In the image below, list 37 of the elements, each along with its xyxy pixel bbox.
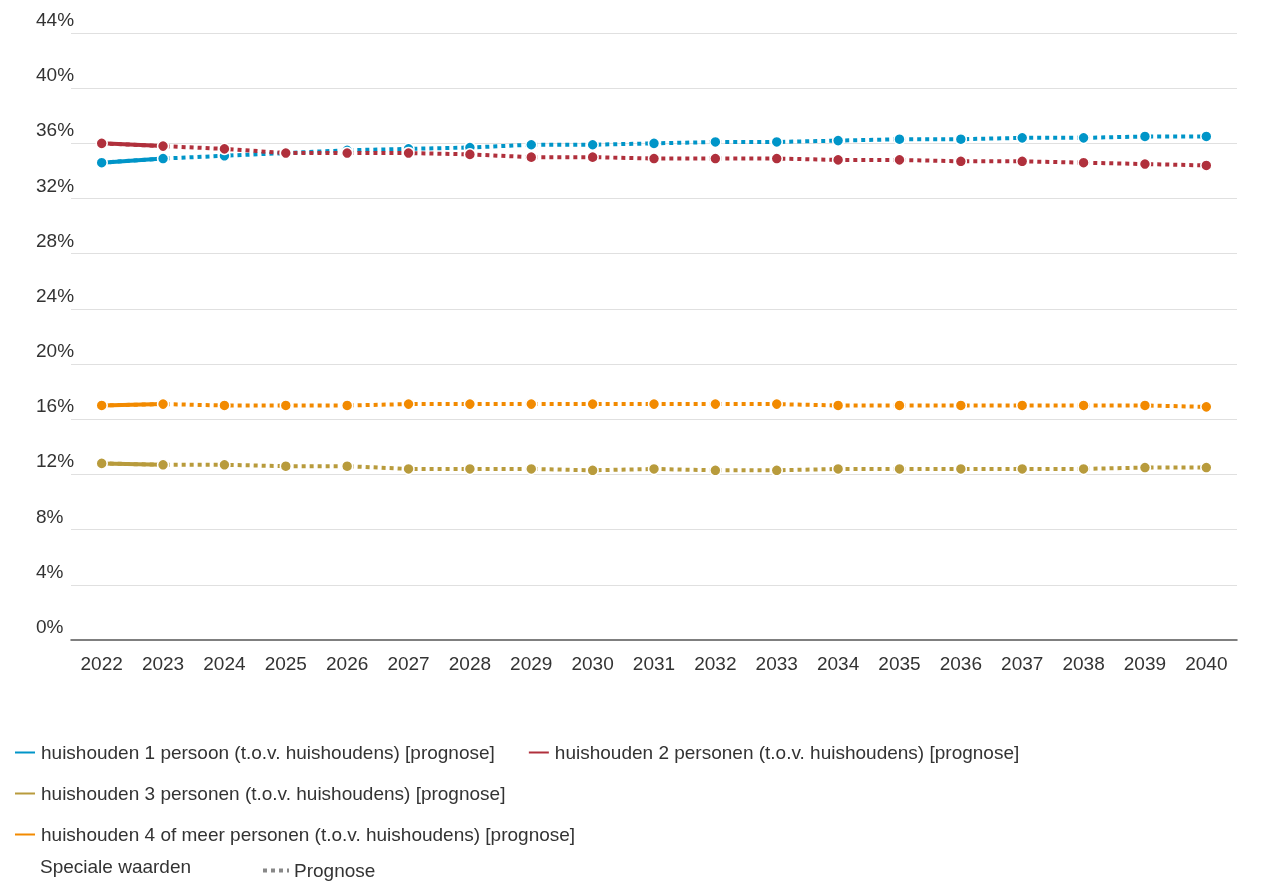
- x-tick-label: 2035: [878, 653, 921, 674]
- x-tick-label: 2038: [1062, 653, 1105, 674]
- x-tick-label: 2034: [816, 653, 860, 674]
- x-tick-label: 2032: [694, 653, 737, 674]
- y-tick-label: 8%: [36, 505, 64, 527]
- y-tick-label: 40%: [36, 64, 75, 86]
- x-tick-label: 2037: [1001, 653, 1044, 674]
- x-tick-label: 2033: [755, 653, 798, 674]
- y-tick-label: 20%: [36, 340, 75, 362]
- x-tick-label: 2025: [264, 653, 307, 674]
- x-tick-label: 2023: [141, 653, 185, 674]
- legend-label: huishouden 4 of meer personen (t.o.v. huishoudens) [prognose]: [41, 824, 576, 845]
- x-tick-label: 2028: [448, 653, 492, 674]
- x-tick-label: 2030: [571, 653, 614, 674]
- y-tick-label: 24%: [36, 284, 75, 306]
- y-tick-label: 36%: [36, 119, 75, 141]
- x-tick-label: 2029: [510, 653, 553, 674]
- y-tick-label: 44%: [36, 9, 75, 30]
- legend-label: huishouden 3 personen (t.o.v. huishoudens) [prognose]: [41, 783, 506, 804]
- y-tick-label: 28%: [36, 229, 75, 251]
- x-tick-label: 2040: [1185, 653, 1228, 674]
- x-tick-label: 2026: [326, 653, 369, 674]
- x-tick-label: 2039: [1123, 653, 1167, 674]
- x-tick-label: 2031: [632, 653, 676, 674]
- y-tick-label: 0%: [36, 616, 64, 637]
- x-tick-label: 2024: [203, 653, 246, 674]
- x-tick-label: 2022: [80, 653, 123, 674]
- legend-label: huishouden 2 personen (t.o.v. huishoudens) [prognose]: [554, 742, 1020, 763]
- y-tick-label: 16%: [36, 395, 75, 417]
- x-tick-label: 2036: [939, 653, 982, 674]
- y-tick-label: 12%: [36, 450, 75, 472]
- legend-title: Speciale waarden: [40, 856, 192, 877]
- legend-label: Prognose: [294, 860, 376, 881]
- y-tick-label: 32%: [36, 174, 75, 196]
- x-tick-label: 2027: [387, 653, 430, 674]
- y-tick-label: 4%: [36, 560, 64, 582]
- legend-label: huishouden 1 persoon (t.o.v. huishoudens) [prognose]: [41, 742, 495, 763]
